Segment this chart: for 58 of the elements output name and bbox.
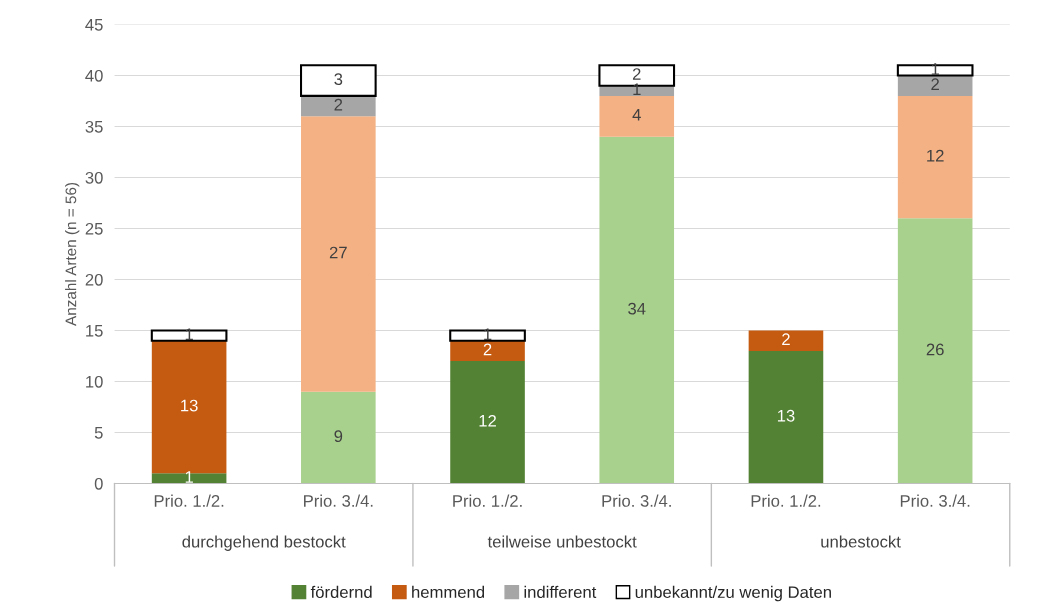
data-label: 12 [927,149,944,162]
bar [599,136,675,484]
bar [150,329,228,342]
data-label: 12 [479,414,496,427]
text: durchgehend bestockt [182,535,346,551]
x-tick-label: Prio. 3./4. [602,494,671,507]
data-label: 9 [334,430,343,443]
data-label: 13 [181,399,198,412]
bar [599,95,675,137]
data-label: 1 [633,83,641,96]
bar [450,340,525,362]
y-tick-label: 45 [85,19,103,31]
bar [301,116,376,392]
bar [301,391,376,484]
bar [151,473,227,484]
bar [748,350,824,484]
legend-label: fördernd [310,585,372,599]
legend-label: hemmend [412,585,485,599]
legend-label: indifferent [524,585,597,599]
bar [896,64,974,77]
data-label: 26 [926,343,944,356]
x-tick-label: Prio. 3./4. [900,494,970,507]
data-label: 2 [632,68,641,80]
y-tick-label: 30 [85,171,103,184]
y-tick-label: 20 [85,273,103,286]
data-label: 2 [782,333,790,345]
y-tick-label: 35 [85,120,103,133]
y-tick-label: 0 [94,477,103,490]
data-label: 3 [334,73,343,86]
text: unbestockt [821,535,901,548]
bar [897,95,973,219]
bar [449,329,526,342]
y-axis-title: Anzahl Arten (n = 56) [65,182,80,326]
bar [748,330,824,351]
x-tick-label: Prio. 1./2. [751,494,821,507]
bar [301,95,376,117]
data-label: 4 [632,109,641,121]
x-tick-label: Prio. 1./2. [453,494,522,507]
data-label: 2 [334,98,343,111]
y-tick-label: 15 [86,325,103,337]
bar [897,75,973,96]
bar [897,218,973,484]
y-tick-label: 10 [86,375,103,388]
bar [299,64,377,97]
text: teilweise unbestockt [487,535,637,548]
data-label: 13 [777,409,795,422]
data-label: 27 [329,246,347,259]
data-label: 2 [483,343,492,356]
y-tick-label: 5 [94,427,103,439]
x-tick-label: Prio. 1./2. [154,494,224,507]
bar [450,361,525,484]
data-label: 1 [185,471,193,483]
y-tick-label: 40 [85,69,103,82]
x-tick-label: Prio. 3./4. [304,494,373,507]
legend-label: unbekannt/zu wenig Daten [635,585,831,602]
y-tick-label: 25 [85,222,103,235]
data-label: 34 [628,302,646,315]
data-label: 2 [931,78,939,90]
